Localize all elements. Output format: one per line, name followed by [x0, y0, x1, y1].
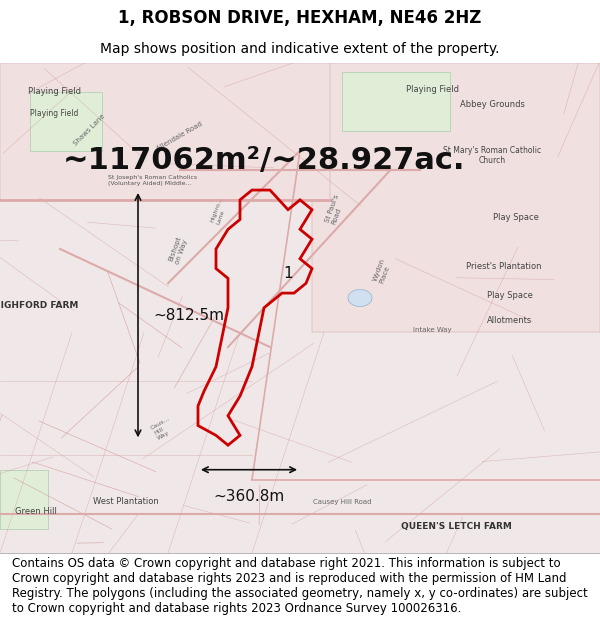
- Text: Play Space: Play Space: [487, 291, 533, 300]
- Text: West Plantation: West Plantation: [93, 497, 159, 506]
- Text: Allendale Road: Allendale Road: [156, 121, 204, 152]
- Text: Allotments: Allotments: [487, 316, 533, 324]
- Text: Intake Way: Intake Way: [413, 328, 451, 333]
- Text: Bishopt
on Way: Bishopt on Way: [168, 236, 189, 264]
- Text: 1: 1: [283, 266, 293, 281]
- Ellipse shape: [348, 289, 372, 307]
- Text: Causey Hill Road: Causey Hill Road: [313, 499, 371, 505]
- Text: Green Hill: Green Hill: [15, 507, 57, 516]
- Text: QUEEN'S LETCH FARM: QUEEN'S LETCH FARM: [401, 522, 511, 531]
- Text: Abbey Grounds: Abbey Grounds: [460, 99, 524, 109]
- Text: Wydon
Place: Wydon Place: [372, 258, 392, 284]
- Text: HIGHFORD FARM: HIGHFORD FARM: [0, 301, 79, 310]
- Text: Playing Field: Playing Field: [406, 85, 458, 94]
- Text: Shaws Lane: Shaws Lane: [72, 113, 106, 147]
- Text: St Joseph's Roman Catholics
(Voluntary Aided) Middle...: St Joseph's Roman Catholics (Voluntary A…: [108, 176, 197, 186]
- Text: Highro...
Lane: Highro... Lane: [210, 197, 229, 226]
- Text: St Mary's Roman Catholic
Church: St Mary's Roman Catholic Church: [443, 146, 541, 166]
- Text: 1, ROBSON DRIVE, HEXHAM, NE46 2HZ: 1, ROBSON DRIVE, HEXHAM, NE46 2HZ: [118, 9, 482, 28]
- Text: Contains OS data © Crown copyright and database right 2021. This information is : Contains OS data © Crown copyright and d…: [12, 557, 588, 615]
- Bar: [0, 62, 330, 200]
- Text: ~117062m²/~28.927ac.: ~117062m²/~28.927ac.: [63, 146, 465, 175]
- Text: Playing Field: Playing Field: [30, 109, 78, 119]
- Bar: [30, 92, 102, 151]
- Text: Play Space: Play Space: [493, 213, 539, 221]
- Text: St Paul's
Road: St Paul's Road: [324, 193, 346, 226]
- Bar: [342, 72, 450, 131]
- Text: Priest's Plantation: Priest's Plantation: [466, 261, 542, 271]
- Text: ~812.5m: ~812.5m: [153, 308, 224, 322]
- Bar: [0, 470, 48, 529]
- Text: ~360.8m: ~360.8m: [214, 489, 284, 504]
- Bar: [312, 62, 600, 333]
- Text: Caus...
Hill
Way: Caus... Hill Way: [150, 416, 177, 441]
- Text: Playing Field: Playing Field: [28, 88, 80, 96]
- Text: Map shows position and indicative extent of the property.: Map shows position and indicative extent…: [100, 42, 500, 56]
